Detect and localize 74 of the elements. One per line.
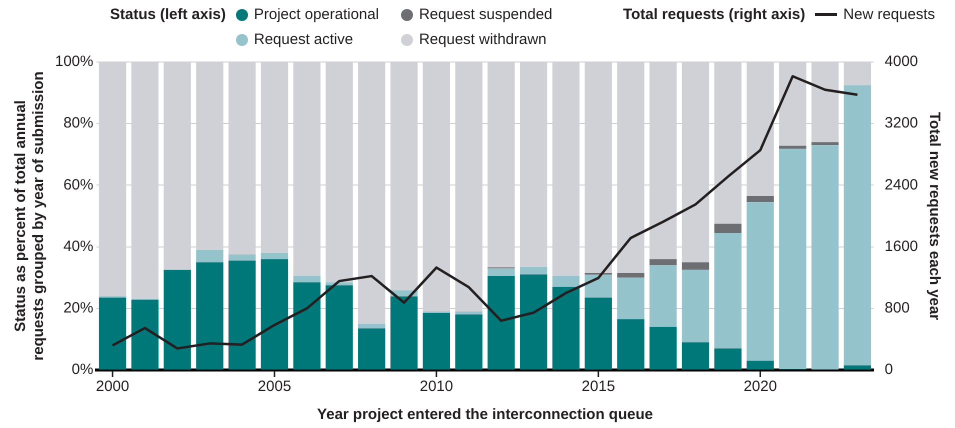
legend-label: Request active [252,31,354,48]
legend-title: Status (left axis) [110,6,226,23]
y-tick-label: 60% [63,176,94,194]
x-tick-label: 2020 [744,378,777,396]
bar [358,324,386,328]
bar [488,276,515,370]
bar [196,262,224,370]
y-tick-label: 0% [72,361,94,378]
bar [617,272,644,278]
bar [98,298,126,370]
bar [455,314,482,370]
bar [714,232,742,348]
bar [422,313,450,370]
x-tick-label: 2000 [96,378,130,396]
bar [260,259,288,370]
bar [746,202,774,361]
y-tick-label: 100% [54,53,94,70]
bar [682,262,710,270]
bar [228,254,256,261]
bar [455,311,482,315]
bar [293,276,320,282]
bar [164,270,191,370]
text: Total requests (right axis) [623,6,806,23]
bar [584,274,612,298]
legend-label: Project operational [252,6,379,23]
bar [293,282,320,370]
bar [779,148,806,370]
bar [682,342,710,370]
y-tick-label: 80% [63,114,94,132]
bar [844,85,872,366]
y-axis-title: Status as percent of total annual requests grouped by year of submission [12,71,48,361]
bar [746,360,774,370]
bar [552,286,580,370]
bar [682,270,710,342]
bar [714,348,742,370]
bar [196,250,224,262]
y-tick-label: 20% [63,300,94,317]
bar [260,252,288,260]
bar [746,196,774,202]
bar [488,268,515,276]
legend-label: New requests [842,6,935,23]
bar [552,276,580,287]
bar [811,142,839,146]
bar [228,260,256,370]
y2-tick-label: 800 [884,300,910,317]
x-tick-label: 2010 [420,378,454,396]
y2-tick-label: 0 [884,361,893,378]
bar [811,145,839,370]
legend-label: Request suspended [418,6,552,23]
y2-tick-label: 4000 [884,53,918,70]
y2-tick-label: 1600 [884,238,918,255]
bar [520,266,548,275]
bar [326,285,353,370]
bar [779,146,806,149]
x-tick-label: 2005 [258,378,292,396]
bar [650,265,677,327]
bar [520,274,548,370]
bar [650,326,677,370]
bar [390,296,418,370]
bar [131,300,159,370]
bar [358,328,386,370]
bar [714,224,742,233]
y-tick-label: 40% [63,238,94,255]
bar [650,259,677,266]
y2-axis-title: Total new requests each year [926,112,943,320]
x-axis-title: Year project entered the interconnection queue [317,406,653,424]
legend-label: Request withdrawn [418,31,548,48]
bar [617,278,644,320]
bar [617,319,644,370]
y2-tick-label: 3200 [884,114,918,132]
x-tick-label: 2015 [582,378,616,396]
y2-tick-label: 2400 [884,176,918,194]
bar [844,365,872,370]
bar [584,298,612,370]
